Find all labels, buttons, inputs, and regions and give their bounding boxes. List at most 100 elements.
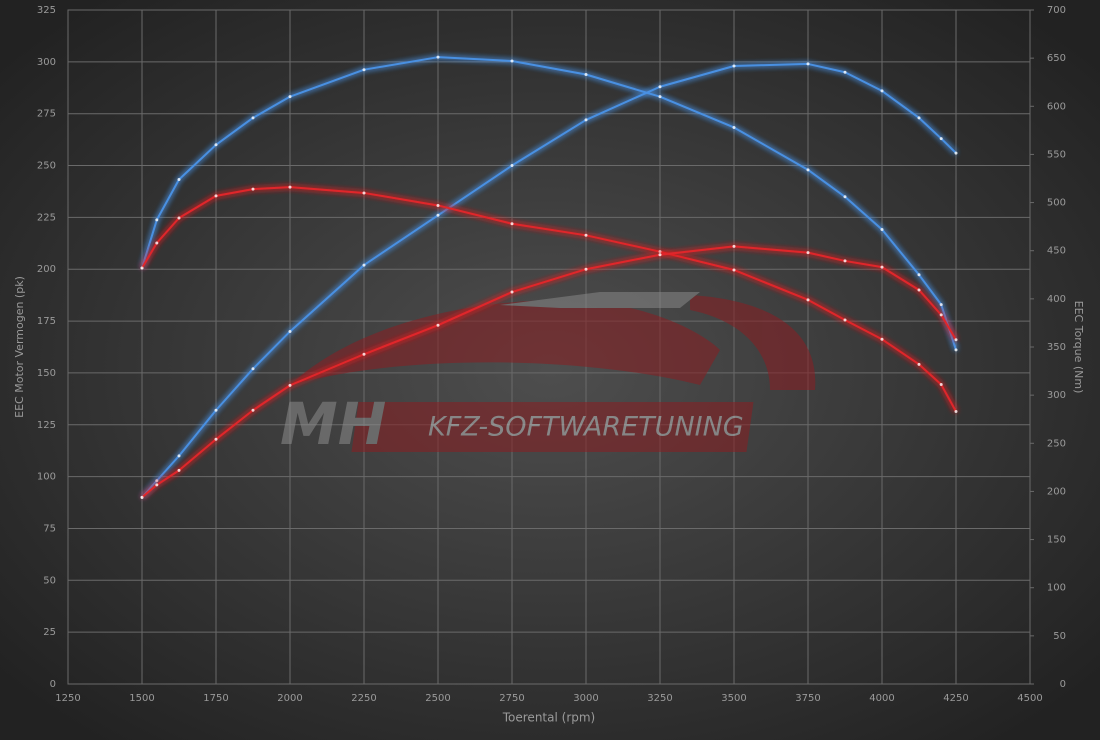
- y-tick-label: 50: [43, 575, 56, 586]
- data-point: [939, 137, 943, 141]
- y2-axis-label: EEC Torque (Nm): [1072, 301, 1085, 394]
- data-point: [584, 233, 588, 237]
- watermark-band: [351, 402, 754, 452]
- data-point: [939, 383, 943, 387]
- data-point: [177, 454, 181, 458]
- data-point: [880, 89, 884, 93]
- data-point: [214, 143, 218, 147]
- y-tick-label: 125: [37, 420, 56, 431]
- data-point: [806, 298, 810, 302]
- x-tick-label: 1500: [129, 693, 154, 704]
- data-point: [732, 64, 736, 68]
- data-point: [658, 95, 662, 99]
- x-tick-label: 2250: [351, 693, 376, 704]
- data-point: [917, 362, 921, 366]
- x-tick-label: 2000: [277, 693, 302, 704]
- data-point: [658, 253, 662, 257]
- y-tick-label: 175: [37, 316, 56, 327]
- data-point: [362, 68, 366, 72]
- data-point: [954, 151, 958, 155]
- data-point: [954, 410, 958, 414]
- data-point: [880, 228, 884, 232]
- data-point: [155, 218, 159, 222]
- x-tick-label: 1250: [55, 693, 80, 704]
- x-tick-label: 4000: [869, 693, 894, 704]
- watermark-car: [500, 292, 700, 308]
- watermark-text: KFZ-SOFTWARETUNING: [428, 412, 744, 443]
- x-tick-label: 3000: [573, 693, 598, 704]
- y2-tick-label: 400: [1047, 294, 1066, 305]
- y-tick-label: 150: [37, 368, 56, 379]
- y2-tick-label: 150: [1047, 535, 1066, 546]
- data-point: [288, 383, 292, 387]
- watermark-logo: MH: [280, 390, 386, 458]
- series-line: [141, 56, 957, 351]
- x-tick-label: 1750: [203, 693, 228, 704]
- y-tick-label: 75: [43, 523, 56, 534]
- data-point: [917, 288, 921, 292]
- y-tick-label: 275: [37, 109, 56, 120]
- y-tick-label: 325: [37, 5, 56, 16]
- data-point: [843, 259, 847, 263]
- y-tick-label: 100: [37, 472, 56, 483]
- y2-tick-label: 650: [1047, 53, 1066, 64]
- data-point: [436, 213, 440, 217]
- data-point: [436, 203, 440, 207]
- y2-tick-label: 300: [1047, 390, 1066, 401]
- data-point: [939, 303, 943, 307]
- data-point: [214, 408, 218, 412]
- x-tick-label: 4250: [943, 693, 968, 704]
- data-point: [658, 85, 662, 89]
- data-point: [251, 116, 255, 120]
- data-point: [177, 216, 181, 220]
- data-point: [510, 164, 514, 168]
- data-point: [288, 95, 292, 99]
- x-tick-label: 3500: [721, 693, 746, 704]
- watermark-car: [290, 300, 720, 385]
- data-point: [584, 118, 588, 122]
- series-line: [141, 62, 957, 499]
- data-point: [288, 185, 292, 189]
- data-point: [436, 323, 440, 327]
- y2-tick-label: 350: [1047, 342, 1066, 353]
- data-point: [880, 265, 884, 269]
- data-point: [806, 62, 810, 66]
- y2-tick-label: 450: [1047, 246, 1066, 257]
- data-point: [251, 367, 255, 371]
- data-point: [954, 348, 958, 352]
- y-tick-label: 300: [37, 57, 56, 68]
- y2-tick-label: 600: [1047, 101, 1066, 112]
- data-point: [251, 408, 255, 412]
- data-point: [658, 250, 662, 254]
- data-point: [917, 116, 921, 120]
- data-point: [155, 483, 159, 487]
- x-axis-label: Toerental (rpm): [502, 711, 595, 725]
- data-point: [732, 244, 736, 248]
- x-tick-label: 3750: [795, 693, 820, 704]
- x-tick-label: 2750: [499, 693, 524, 704]
- data-point: [251, 187, 255, 191]
- data-point: [288, 329, 292, 333]
- series-line: [141, 186, 957, 412]
- y-tick-label: 250: [37, 161, 56, 172]
- data-point: [806, 251, 810, 255]
- watermark: MH KFZ-SOFTWARETUNING: [280, 292, 816, 458]
- data-point: [362, 352, 366, 356]
- y2-tick-label: 550: [1047, 149, 1066, 160]
- series-line: [141, 245, 957, 499]
- y2-tick-label: 100: [1047, 583, 1066, 594]
- x-tick-label: 4500: [1017, 693, 1042, 704]
- data-point: [362, 263, 366, 267]
- data-point: [177, 177, 181, 181]
- data-point: [732, 268, 736, 272]
- data-point: [177, 468, 181, 472]
- y2-tick-label: 700: [1047, 5, 1066, 16]
- data-point: [436, 55, 440, 59]
- data-point: [732, 125, 736, 129]
- y-tick-label: 25: [43, 627, 56, 638]
- data-point: [843, 70, 847, 74]
- y2-tick-label: 500: [1047, 198, 1066, 209]
- y-tick-label: 225: [37, 212, 56, 223]
